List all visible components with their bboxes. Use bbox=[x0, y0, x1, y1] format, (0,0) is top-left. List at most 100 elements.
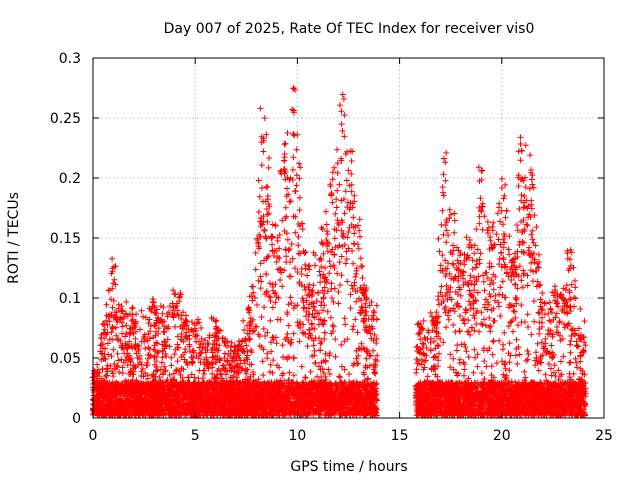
data-point-marker bbox=[283, 253, 290, 260]
data-point-marker bbox=[324, 230, 331, 237]
data-point-marker bbox=[221, 350, 228, 357]
data-point-marker bbox=[306, 292, 313, 299]
data-point-marker bbox=[317, 279, 324, 286]
data-point-marker bbox=[328, 280, 335, 287]
data-point-marker bbox=[339, 243, 346, 250]
data-point-marker bbox=[324, 308, 331, 315]
data-point-marker bbox=[277, 266, 284, 273]
data-point-marker bbox=[334, 187, 341, 194]
data-point-marker bbox=[347, 305, 354, 312]
data-point-marker bbox=[267, 361, 274, 368]
data-point-marker bbox=[112, 324, 119, 331]
data-point-marker bbox=[262, 234, 269, 241]
data-point-marker bbox=[255, 376, 262, 383]
data-point-marker bbox=[272, 299, 279, 306]
data-point-marker bbox=[344, 278, 351, 285]
data-point-marker bbox=[282, 204, 289, 211]
data-point-marker bbox=[286, 369, 293, 376]
data-point-marker bbox=[257, 233, 264, 240]
data-point-marker bbox=[331, 285, 338, 292]
data-point-marker bbox=[185, 374, 192, 381]
data-point-marker bbox=[210, 354, 217, 361]
data-point-marker bbox=[235, 338, 242, 345]
data-point-marker bbox=[311, 325, 318, 332]
data-point-marker bbox=[320, 370, 327, 377]
data-point-marker bbox=[350, 260, 357, 267]
data-point-marker bbox=[109, 304, 116, 311]
data-point-marker bbox=[111, 263, 118, 270]
data-point-marker bbox=[129, 304, 136, 311]
data-point-marker bbox=[350, 323, 357, 330]
data-point-marker bbox=[331, 164, 338, 171]
data-point-marker bbox=[331, 235, 338, 242]
data-point-marker bbox=[285, 191, 292, 198]
data-point-marker bbox=[351, 230, 358, 237]
data-point-marker bbox=[334, 146, 341, 153]
data-point-marker bbox=[166, 303, 173, 310]
data-point-marker bbox=[333, 204, 340, 211]
data-point-marker bbox=[262, 332, 269, 339]
data-point-marker bbox=[269, 369, 276, 376]
data-point-marker bbox=[200, 367, 207, 374]
data-point-marker bbox=[349, 247, 356, 254]
data-point-marker bbox=[249, 328, 256, 335]
data-point-marker bbox=[155, 325, 162, 332]
data-point-marker bbox=[243, 370, 250, 377]
data-point-marker bbox=[191, 374, 198, 381]
data-point-marker bbox=[110, 346, 117, 353]
data-point-marker bbox=[119, 364, 126, 371]
data-point-marker bbox=[320, 321, 327, 328]
data-point-marker bbox=[321, 302, 328, 309]
data-point-marker bbox=[273, 340, 280, 347]
data-point-marker bbox=[279, 217, 286, 224]
data-point-marker bbox=[330, 299, 337, 306]
data-point-marker bbox=[106, 318, 113, 325]
data-point-marker bbox=[261, 226, 268, 233]
data-point-marker bbox=[293, 172, 300, 179]
data-point-marker bbox=[329, 176, 336, 183]
data-point-marker bbox=[324, 248, 331, 255]
data-point-marker bbox=[298, 271, 305, 278]
data-point-marker bbox=[292, 229, 299, 236]
data-point-marker bbox=[299, 226, 306, 233]
data-point-marker bbox=[145, 320, 152, 327]
data-point-marker bbox=[115, 357, 122, 364]
data-point-marker bbox=[304, 272, 311, 279]
data-point-marker bbox=[136, 353, 143, 360]
data-point-marker bbox=[264, 254, 271, 261]
data-point-marker bbox=[174, 358, 181, 365]
data-point-marker bbox=[340, 234, 347, 241]
data-point-marker bbox=[248, 283, 255, 290]
data-point-marker bbox=[345, 167, 352, 174]
data-point-marker bbox=[342, 321, 349, 328]
data-point-marker bbox=[298, 363, 305, 370]
data-point-marker bbox=[337, 374, 344, 381]
data-point-marker bbox=[331, 251, 338, 258]
data-point-marker bbox=[257, 260, 264, 267]
data-point-marker bbox=[303, 297, 310, 304]
data-point-marker bbox=[235, 370, 242, 377]
data-point-marker bbox=[256, 193, 263, 200]
data-point-marker bbox=[252, 266, 259, 273]
data-point-marker bbox=[145, 344, 152, 351]
data-point-marker bbox=[325, 366, 332, 373]
data-point-marker bbox=[347, 291, 354, 298]
data-point-marker bbox=[267, 317, 274, 324]
data-point-marker bbox=[362, 312, 369, 319]
data-point-marker bbox=[172, 323, 179, 330]
data-point-marker bbox=[335, 300, 342, 307]
data-point-marker bbox=[332, 210, 339, 217]
data-point-marker bbox=[318, 263, 325, 270]
data-point-marker bbox=[98, 341, 105, 348]
data-point-marker bbox=[296, 207, 303, 214]
data-point-marker bbox=[175, 344, 182, 351]
data-point-marker bbox=[312, 252, 319, 259]
data-point-marker bbox=[263, 131, 270, 138]
data-point-marker bbox=[142, 345, 149, 352]
data-point-marker bbox=[264, 355, 271, 362]
data-point-marker bbox=[318, 299, 325, 306]
data-point-marker bbox=[290, 131, 297, 138]
data-point-marker bbox=[338, 227, 345, 234]
data-point-marker bbox=[356, 227, 363, 234]
data-point-marker bbox=[353, 298, 360, 305]
